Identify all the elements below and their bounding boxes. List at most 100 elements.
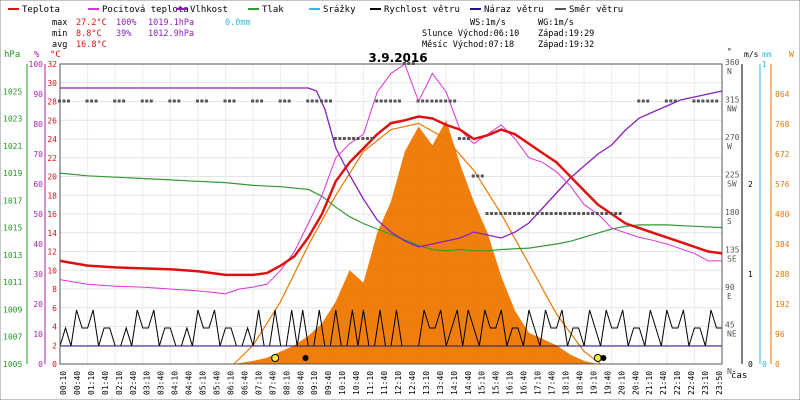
wind-direction-point bbox=[604, 212, 608, 215]
legend-label-wind_gust: Náraz větru bbox=[484, 5, 544, 15]
x-tick-label: 08:10 bbox=[282, 371, 291, 395]
moonrise-info: Měsíc Východ:07:18 bbox=[422, 40, 514, 50]
tick-wind-deg: 180 bbox=[725, 208, 740, 217]
plot-frame bbox=[59, 63, 723, 365]
wind-direction-point bbox=[466, 137, 470, 140]
wind-direction-point bbox=[306, 99, 310, 103]
x-tick-label: 00:40 bbox=[73, 371, 82, 395]
x-tick-label: 09:40 bbox=[324, 371, 333, 395]
wind-direction-point bbox=[145, 99, 149, 103]
tick-solar: 672 bbox=[775, 150, 790, 159]
tick-temperature: 2 bbox=[52, 341, 57, 350]
wind-direction-point bbox=[251, 99, 255, 103]
tick-pressure: 1015 bbox=[3, 224, 22, 233]
tick-temperature: 20 bbox=[47, 173, 57, 182]
axis-unit-temp: °C bbox=[50, 50, 61, 60]
tick-solar: 96 bbox=[775, 330, 785, 339]
tick-humidity: 0 bbox=[38, 360, 43, 369]
tick-wind-dir: SW bbox=[727, 180, 737, 189]
wind-direction-point bbox=[618, 212, 622, 215]
wind-direction-point bbox=[701, 99, 705, 103]
tick-solar: 384 bbox=[775, 240, 790, 249]
wind-direction-point bbox=[421, 99, 425, 103]
x-tick-label: 13:10 bbox=[422, 371, 431, 395]
wind-direction-point bbox=[503, 212, 507, 215]
x-tick-label: 20:40 bbox=[631, 371, 640, 395]
wind-direction-point bbox=[494, 212, 498, 215]
wind-direction-point bbox=[600, 212, 604, 215]
wind-direction-point bbox=[113, 99, 117, 103]
x-tick-label: 10:10 bbox=[338, 371, 347, 395]
x-tick-label: 09:10 bbox=[310, 371, 319, 395]
tick-temperature: 32 bbox=[47, 60, 57, 69]
tick-temperature: 30 bbox=[47, 79, 57, 88]
wind-direction-point bbox=[287, 99, 291, 103]
wind-direction-point bbox=[278, 99, 282, 103]
tick-solar: 192 bbox=[775, 300, 790, 309]
tick-solar: 864 bbox=[775, 90, 790, 99]
stats-press-min: 1012.9hPa bbox=[148, 29, 194, 39]
x-tick-label: 12:40 bbox=[408, 371, 417, 395]
tick-humidity: 40 bbox=[33, 240, 43, 249]
tick-temperature: 18 bbox=[47, 191, 57, 200]
wind-direction-point bbox=[352, 137, 356, 140]
x-tick-label: 05:10 bbox=[199, 371, 208, 395]
wind-direction-point bbox=[669, 99, 673, 103]
x-tick-label: 16:40 bbox=[520, 371, 529, 395]
wind-direction-point bbox=[563, 212, 567, 215]
wind-direction-point bbox=[526, 212, 530, 215]
wind-direction-point bbox=[476, 174, 480, 178]
wind-direction-point bbox=[370, 137, 374, 140]
tick-humidity: 90 bbox=[33, 90, 43, 99]
stats-rain-max: 0.0mm bbox=[225, 18, 251, 28]
tick-pressure: 1017 bbox=[3, 196, 22, 205]
series-solar-area bbox=[233, 120, 598, 364]
wind-direction-point bbox=[637, 99, 641, 103]
wind-direction-point bbox=[310, 99, 314, 103]
legend-label-apparent_temperature: Pocitová teplota bbox=[102, 5, 189, 15]
tick-humidity: 80 bbox=[33, 120, 43, 129]
sunset-marker bbox=[593, 354, 602, 362]
wind-direction-point bbox=[117, 99, 121, 103]
axis-unit-hpa: hPa bbox=[4, 50, 20, 60]
wind-direction-point bbox=[140, 99, 144, 103]
wind-direction-point bbox=[168, 99, 172, 103]
wind-direction-point bbox=[480, 174, 484, 178]
legend-label-wind_direction: Směr větru bbox=[569, 5, 623, 15]
wind-direction-point bbox=[342, 137, 346, 140]
tick-wind-deg: 45 bbox=[725, 321, 735, 330]
wind-direction-point bbox=[384, 99, 388, 103]
wind-direction-point bbox=[320, 99, 324, 103]
wind-direction-point bbox=[490, 212, 494, 215]
plot-area bbox=[58, 62, 723, 365]
x-tick-label: 07:40 bbox=[268, 371, 277, 395]
wind-direction-point bbox=[389, 99, 392, 103]
stats-hum-max: 100% bbox=[116, 18, 136, 28]
wind-direction-point bbox=[324, 99, 328, 103]
tick-temperature: 26 bbox=[47, 116, 57, 125]
tick-wind-deg: 90 bbox=[725, 283, 735, 292]
wind-direction-point bbox=[485, 212, 489, 215]
wind-direction-point bbox=[448, 99, 452, 103]
tick-wind-deg: 270 bbox=[725, 133, 740, 142]
axis-unit-mm: mm bbox=[762, 50, 772, 59]
tick-pressure: 1023 bbox=[3, 115, 22, 124]
wind-direction-point bbox=[375, 99, 379, 103]
tick-pressure: 1011 bbox=[3, 278, 22, 287]
series-temperature-line bbox=[59, 115, 723, 277]
series-solar-max-line bbox=[233, 122, 601, 365]
wind-direction-point bbox=[393, 99, 397, 103]
wind-direction-point bbox=[122, 99, 126, 103]
tick-pressure: 1021 bbox=[3, 142, 22, 151]
wind-direction-point bbox=[462, 137, 466, 140]
tick-temperature: 6 bbox=[52, 304, 57, 313]
moonrise-marker bbox=[302, 355, 309, 361]
x-tick-label: 00:10 bbox=[59, 371, 68, 395]
x-tick-label: 08:40 bbox=[296, 371, 305, 395]
wind-direction-point bbox=[696, 99, 700, 103]
legend-label-pressure: Tlak bbox=[262, 5, 284, 15]
tick-humidity: 30 bbox=[33, 270, 43, 279]
stats-temp-min: 8.8°C bbox=[76, 29, 102, 39]
wind-direction-point bbox=[549, 212, 553, 215]
